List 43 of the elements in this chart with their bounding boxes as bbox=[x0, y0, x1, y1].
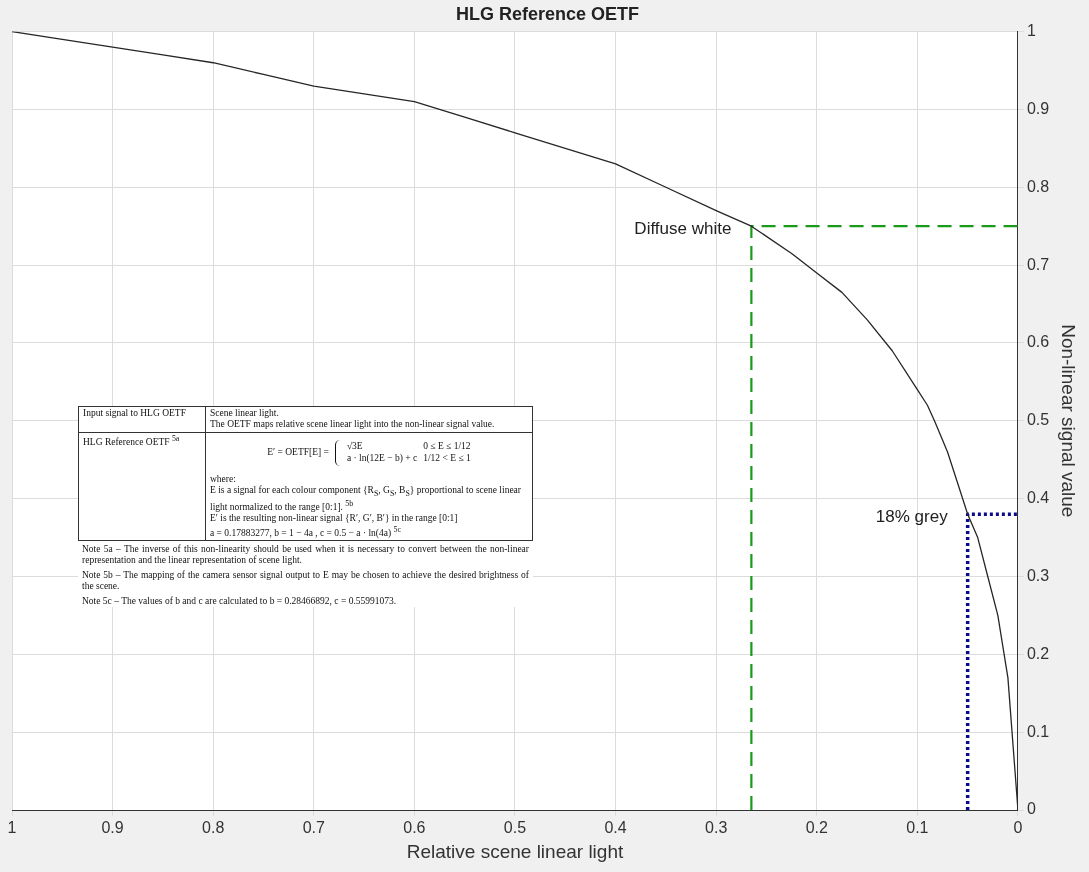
x-tick-label: 0 bbox=[1013, 819, 1023, 837]
x-tick-label: 0.5 bbox=[503, 819, 527, 837]
annotation: a = 0.17883277, b = 1 − 4a , c = 0.5 − a · ln(4a) $^{5c}$ bbox=[210, 524, 401, 538]
y-tick-label: 0 bbox=[1026, 800, 1036, 818]
text: E is a signal for each colour component {R$_{S}$, G$_{S}$, B$_{S}$} proportional to scene linear light normalized to the range [0:1]. $^{5b}$ bbox=[210, 485, 521, 512]
annotation: √3E bbox=[346, 441, 363, 452]
x-tick-label: 0.4 bbox=[604, 819, 627, 837]
annotation: E′ is the resulting non-linear signal {R′, G′, B′} in the range [0:1] bbox=[210, 513, 458, 524]
y-tick-label: 0.2 bbox=[1026, 644, 1050, 662]
annotation: where: bbox=[210, 473, 236, 484]
y-tick-label: 0.6 bbox=[1026, 333, 1050, 351]
x-tick-label: 0.1 bbox=[906, 819, 929, 837]
annotation: The OETF maps relative scene linear light into the non-linear signal value. bbox=[210, 419, 495, 430]
y-tick-label: 0.5 bbox=[1026, 411, 1050, 429]
annotation: Scene linear light. bbox=[210, 408, 279, 418]
x-axis-title: Relative scene linear light bbox=[406, 840, 624, 862]
annotation: Note 5a – The inverse of this non-linearity should be used when it is necessary to convert between the non-linear representation and the linear representation of scene light. bbox=[82, 544, 529, 567]
series-label: Diffuse white bbox=[634, 218, 732, 238]
annotation: Note 5b – The mapping of the camera sensor signal output to E may be chosen to achieve the desired brightness of the scene. bbox=[82, 569, 529, 593]
annotation: E′ = OETF[E] = bbox=[267, 447, 329, 459]
annotation: 0 ≤ E ≤ 1/12 bbox=[423, 441, 471, 452]
x-tick-label: 1 bbox=[7, 819, 17, 837]
x-tick-label: 0.6 bbox=[403, 819, 426, 837]
y-tick-label: 0.8 bbox=[1026, 177, 1050, 195]
x-tick-label: 0.9 bbox=[101, 819, 124, 837]
x-tick-label: 0.7 bbox=[302, 819, 326, 837]
x-tick-label: 0.8 bbox=[202, 819, 225, 837]
annotation: Note 5c – The values of b and c are calculated to b = 0.28466892, c = 0.55991073. bbox=[82, 595, 398, 607]
annotation: Input signal to HLG OETF bbox=[78, 406, 206, 433]
y-tick-label: 0.9 bbox=[1026, 99, 1050, 117]
series-label: 18% grey bbox=[875, 506, 949, 526]
chart-title: HLG Reference OETF bbox=[455, 3, 640, 24]
y-tick-label: 0.7 bbox=[1026, 255, 1050, 273]
annotation: 1/12 < E ≤ 1 bbox=[423, 452, 471, 463]
y-tick-label: 0.4 bbox=[1026, 489, 1050, 507]
annotation: a · ln(12E − b) + c bbox=[346, 452, 418, 463]
y-axis-title: Non-linear signal value bbox=[1058, 324, 1080, 518]
x-tick-label: 0.2 bbox=[805, 819, 828, 837]
x-tick-label: 0.3 bbox=[705, 819, 728, 837]
y-tick-label: 0.1 bbox=[1026, 722, 1050, 740]
annotation: HLG Reference OETF $^{5a}$ bbox=[78, 432, 206, 541]
y-tick-label: 1 bbox=[1026, 22, 1036, 40]
y-tick-label: 0.3 bbox=[1026, 566, 1050, 584]
